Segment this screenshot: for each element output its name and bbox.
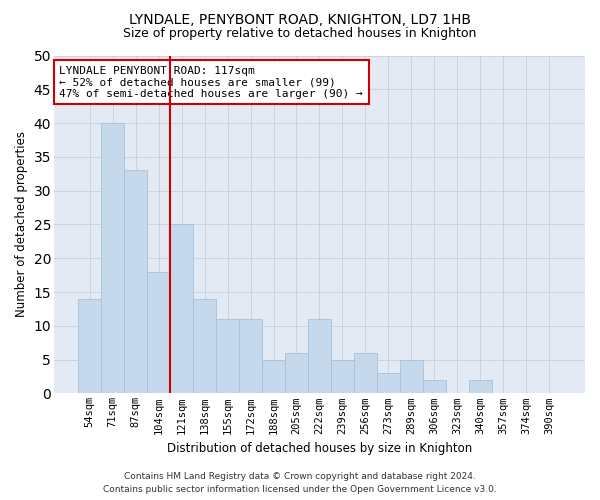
Bar <box>377 373 400 394</box>
Y-axis label: Number of detached properties: Number of detached properties <box>15 132 28 318</box>
Bar <box>78 299 101 394</box>
Bar <box>170 224 193 394</box>
Bar <box>331 360 354 394</box>
Text: Size of property relative to detached houses in Knighton: Size of property relative to detached ho… <box>124 28 476 40</box>
X-axis label: Distribution of detached houses by size in Knighton: Distribution of detached houses by size … <box>167 442 472 455</box>
Bar <box>354 353 377 394</box>
Bar <box>147 272 170 394</box>
Bar <box>262 360 285 394</box>
Bar <box>124 170 147 394</box>
Text: LYNDALE PENYBONT ROAD: 117sqm
← 52% of detached houses are smaller (99)
47% of s: LYNDALE PENYBONT ROAD: 117sqm ← 52% of d… <box>59 66 363 99</box>
Bar <box>239 319 262 394</box>
Bar <box>101 123 124 394</box>
Bar <box>216 319 239 394</box>
Bar <box>193 299 216 394</box>
Text: LYNDALE, PENYBONT ROAD, KNIGHTON, LD7 1HB: LYNDALE, PENYBONT ROAD, KNIGHTON, LD7 1H… <box>129 12 471 26</box>
Bar <box>308 319 331 394</box>
Bar <box>423 380 446 394</box>
Bar <box>285 353 308 394</box>
Text: Contains HM Land Registry data © Crown copyright and database right 2024.
Contai: Contains HM Land Registry data © Crown c… <box>103 472 497 494</box>
Bar <box>469 380 492 394</box>
Bar <box>400 360 423 394</box>
